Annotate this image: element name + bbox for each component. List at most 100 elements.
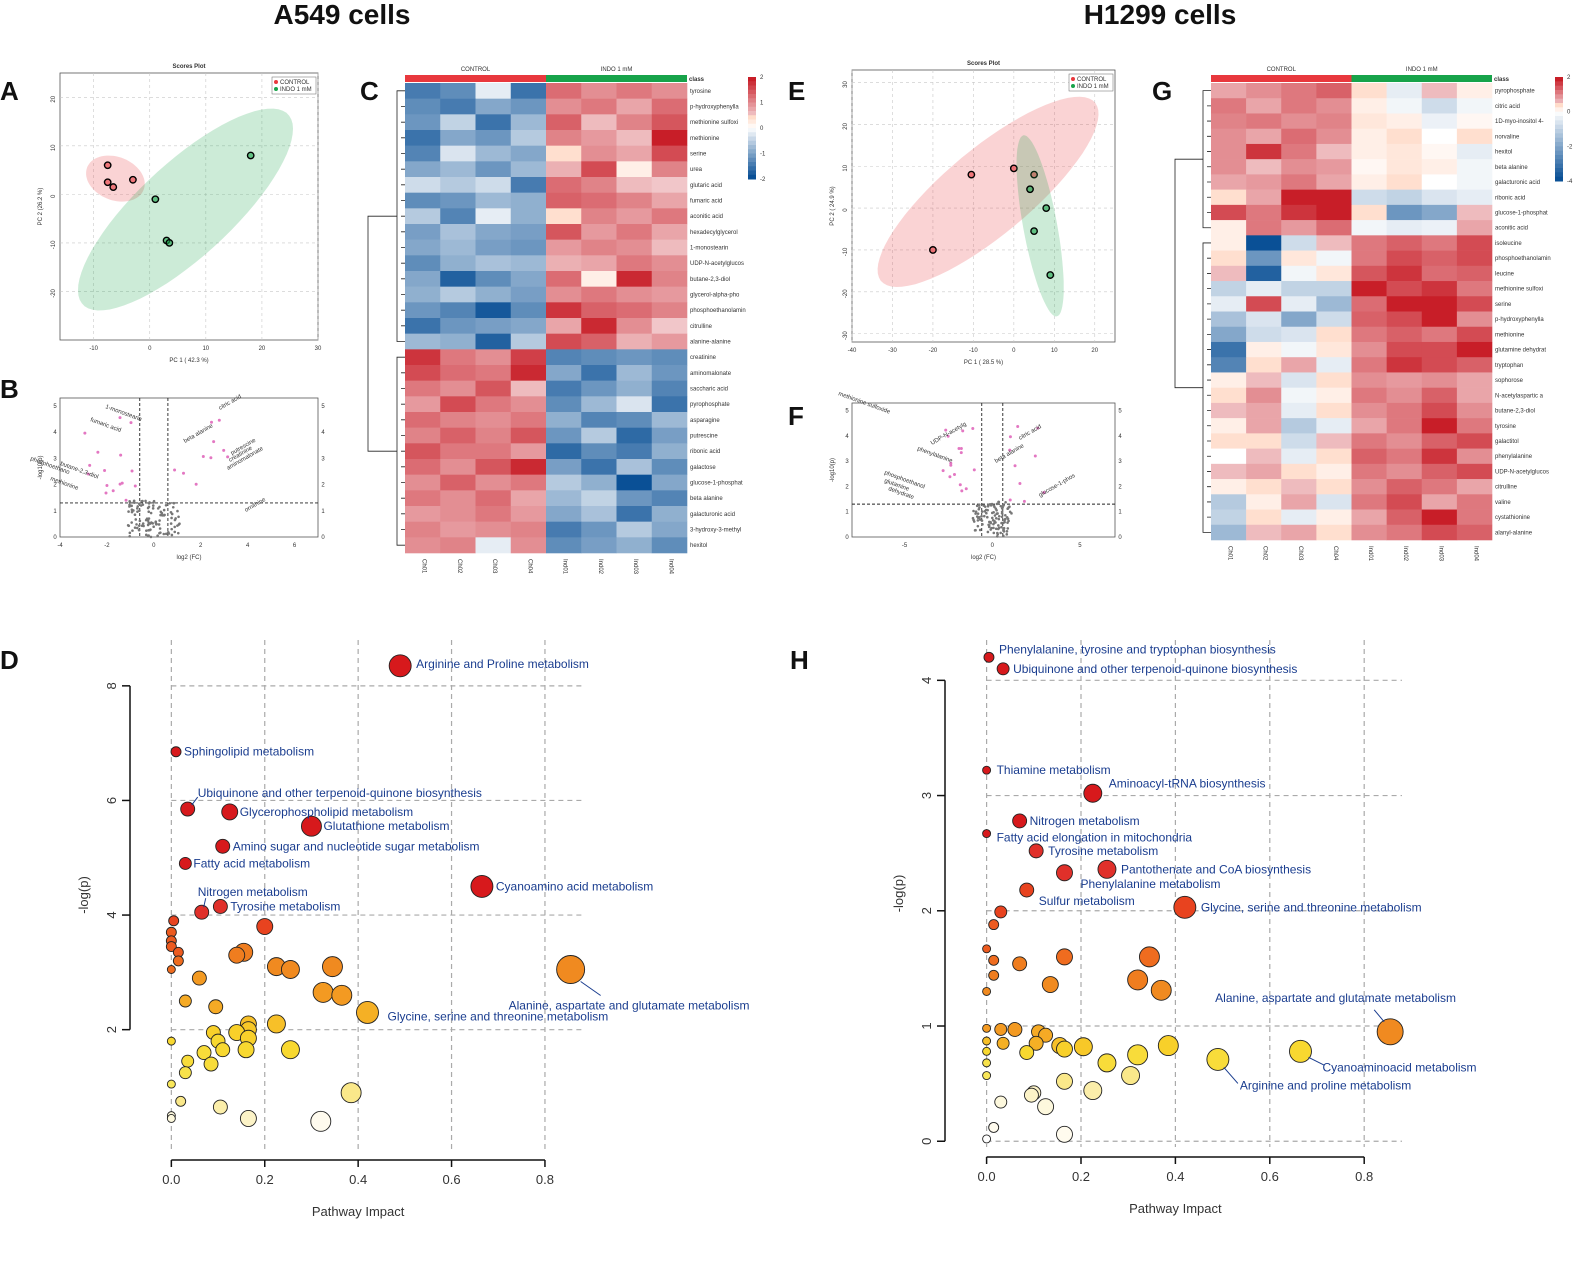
heatmap-cell [475,459,512,475]
pathway-bubble [1041,976,1059,993]
heatmap-cell [1316,524,1352,541]
heatmap-cell [1246,372,1282,388]
heatmap-cell [1456,189,1493,206]
volcano-point-ns [1000,525,1003,529]
heatmap-cell [475,443,512,460]
y-tick-label: 2 [845,484,849,490]
plot-title: Scores Plot [967,61,1000,67]
volcano-point-ns [146,523,150,527]
heatmap-cell [1281,113,1317,129]
heatmap-cell [1386,98,1423,114]
volcano-point-ns [1000,515,1004,519]
volcano-point-sig [118,416,122,420]
heatmap-cell [1456,113,1493,129]
pathway-label: Nitrogen metabolism [198,885,308,899]
heatmap-cell [1211,98,1247,114]
heatmap-cell [1351,357,1387,373]
heatmap-cell [510,161,547,178]
heatmap-cell [616,224,653,240]
heatmap-cell [616,192,653,209]
score-point-control [929,246,937,254]
panel-letter-a: A [0,76,19,106]
heatmap-cell [1211,448,1247,465]
heatmap-cell [1386,372,1423,388]
pathway-bubble [212,899,228,914]
volcano-point-ns [1006,527,1010,530]
y-tick-label: 4 [919,677,934,684]
legend-swatch [274,87,278,91]
pathway-bubble [168,915,180,927]
pathway-label: Alanine, aspartate and glutamate metabol… [509,998,750,1012]
heatmap-cell [1351,235,1387,251]
row-label: ribonic acid [1495,195,1525,201]
row-label: valine [1495,500,1511,506]
heatmap-cell [581,177,617,193]
color-scale-step [1555,172,1563,178]
volcano-point-ns [992,526,995,530]
heatmap-cell [1386,463,1423,480]
heatmap-cell [1211,220,1247,236]
heatmap-cell [1386,189,1423,206]
heatmap-cell [1421,494,1458,510]
heatmap-cell [440,459,476,475]
heatmap-cell [1316,509,1352,526]
heatmap-cell [1211,341,1247,358]
heatmap-cell [1211,235,1247,251]
heatmap-cell [475,239,512,256]
volcano-point-ns [137,528,141,532]
heatmap-cell [1211,402,1247,419]
color-scale-step [748,170,756,176]
x-tick-label: 0.0 [978,1169,996,1184]
heatmap-cell [440,271,476,287]
volcano-point-ns [135,523,138,526]
heatmap-cell [475,365,512,381]
volcano-point-ns [164,532,168,536]
volcano-point-sig [104,491,108,495]
volcano-point-ns [152,525,155,529]
row-label: UDP-N-acetylglucos [1495,469,1549,475]
legend-label: CONTROL [280,80,310,86]
heatmap-cell [1456,448,1493,465]
heatmap-cell [1246,387,1282,404]
heatmap-cell [1456,418,1493,434]
heatmap-cell [405,192,441,209]
heatmap-cell [440,114,476,131]
heatmap-cell [1211,479,1247,495]
heatmap-cell [1246,326,1282,343]
heatmap-cell [1281,265,1317,282]
heatmap-cell [546,380,582,397]
volcano-point-ns [161,514,164,517]
y-tick-label: 1 [845,510,849,516]
volcano-point-sig [226,455,230,459]
heatmap-cell [1421,250,1458,267]
heatmap-cell [1211,494,1247,510]
volcano-point-sig [948,475,952,479]
panel-letter-c: C [360,76,379,106]
dendrogram [367,90,405,546]
plot-title: Scores Plot [172,64,205,70]
x-tick-label: -2 [104,543,110,549]
volcano-point-ns [145,529,148,532]
pathway-bubble [1097,859,1117,879]
y-axis-label: -log10(p) [38,455,44,479]
pathway-plot-a549: 2 4 6 8 0.0 0.2 0.4 0.6 0.8 Pathway Impact -log(p)… [76,640,749,1219]
pathway-bubble [212,1099,228,1115]
heatmap-cell [1281,159,1317,175]
heatmap-cell [1316,204,1352,221]
y-tick-label-right: 3 [1118,459,1122,465]
volcano-point-sig [1018,482,1022,486]
heatmap-cell [1351,265,1387,282]
heatmap-cell [651,208,688,225]
heatmap-cell [1281,311,1317,328]
column-label: Ind03 [1437,546,1443,562]
x-axis-label: log2 (FC) [971,555,996,561]
heatmap-cell [510,130,547,146]
heatmap-cell [1421,113,1458,129]
heatmap-cell [1386,402,1423,419]
volcano-point-ns [136,510,139,513]
heatmap-cell [1456,296,1493,312]
heatmap-cell [440,537,476,554]
heatmap-cell [1316,402,1352,419]
pathway-bubble [178,994,192,1008]
volcano-point-ns [132,500,136,504]
